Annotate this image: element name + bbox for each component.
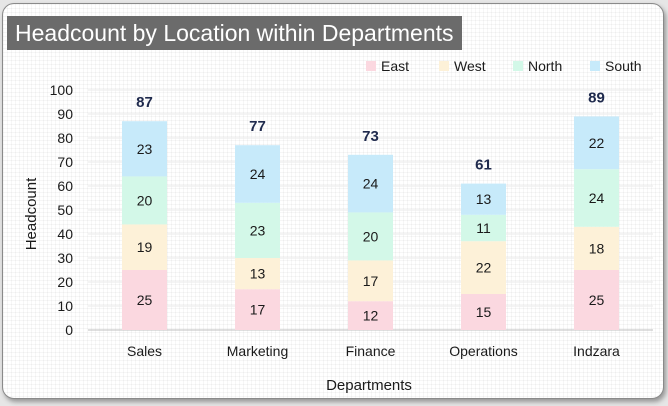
bar-segment-south [235, 145, 280, 203]
data-label: 25 [589, 292, 605, 308]
data-label: 20 [137, 192, 153, 208]
data-label: 18 [589, 240, 605, 256]
x-axis-title: Departments [326, 377, 412, 394]
bar-segment-north [461, 214, 506, 242]
bar-segment-west [235, 258, 280, 290]
bar-segment-west [122, 224, 167, 270]
total-label: 77 [249, 118, 266, 135]
bar-segment-east [461, 294, 506, 330]
data-label: 23 [137, 141, 153, 157]
legend-label-north: North [528, 58, 562, 74]
chart-frame: Headcount by Location within Departments… [2, 3, 664, 399]
chart-title: Headcount by Location within Departments [7, 16, 462, 50]
legend-swatch-south [590, 61, 600, 71]
data-label: 11 [476, 220, 491, 236]
y-tick-label: 60 [57, 178, 73, 194]
bar-segment-east [235, 289, 280, 330]
data-label: 12 [363, 308, 379, 324]
bar-segment-north [235, 202, 280, 258]
data-label: 17 [250, 302, 266, 318]
data-label: 19 [137, 239, 153, 255]
bar-segment-west [574, 226, 619, 270]
y-tick-label: 100 [50, 82, 74, 98]
x-category-label: Sales [127, 343, 162, 359]
data-label: 13 [250, 266, 266, 282]
data-label: 22 [589, 135, 605, 151]
bar-segment-east [574, 270, 619, 330]
bar-segment-south [574, 116, 619, 170]
data-label: 23 [250, 222, 266, 238]
bar-segment-west [461, 241, 506, 294]
bar-segment-south [461, 183, 506, 215]
total-label: 89 [588, 89, 605, 106]
legend-swatch-north [513, 61, 523, 71]
x-category-label: Operations [449, 343, 517, 359]
legend-swatch-east [366, 61, 376, 71]
data-label: 22 [476, 260, 492, 276]
data-label: 20 [363, 228, 379, 244]
x-category-label: Finance [346, 343, 396, 359]
total-label: 87 [136, 94, 153, 111]
bar-segment-east [122, 270, 167, 330]
total-label: 73 [362, 128, 379, 145]
bar-segment-north [122, 176, 167, 225]
y-axis-title: Headcount [23, 177, 40, 250]
bar-segment-north [348, 212, 393, 261]
legend-label-south: South [605, 58, 642, 74]
stacked-bar-chart: 0 10 20 30 40 50 60 70 80 90 100 25 19 20 23 87 Sales 17 1… [23, 58, 653, 394]
data-label: 17 [363, 273, 379, 289]
data-label: 24 [250, 166, 266, 182]
y-tick-label: 20 [57, 274, 73, 290]
bar-segment-south [122, 121, 167, 177]
bar-segment-west [348, 260, 393, 302]
y-tick-label: 30 [57, 250, 73, 266]
y-tick-label: 80 [57, 130, 73, 146]
data-label: 24 [363, 176, 379, 192]
y-tick-label: 40 [57, 226, 73, 242]
bar-segment-east [348, 301, 393, 330]
y-tick-label: 10 [57, 298, 73, 314]
y-tick-label: 90 [57, 106, 73, 122]
y-tick-label: 50 [57, 202, 73, 218]
bar-segment-south [348, 154, 393, 213]
legend-label-west: West [454, 58, 486, 74]
data-label: 25 [137, 292, 153, 308]
data-label: 24 [589, 190, 605, 206]
legend-label-east: East [381, 58, 409, 74]
x-category-label: Indzara [573, 343, 620, 359]
total-label: 61 [475, 157, 492, 174]
legend-swatch-west [439, 61, 449, 71]
y-tick-label: 0 [65, 322, 73, 338]
x-category-label: Marketing [227, 343, 288, 359]
bar-segment-north [574, 169, 619, 227]
data-label: 15 [476, 304, 492, 320]
data-label: 13 [476, 191, 492, 207]
y-tick-label: 70 [57, 154, 73, 170]
